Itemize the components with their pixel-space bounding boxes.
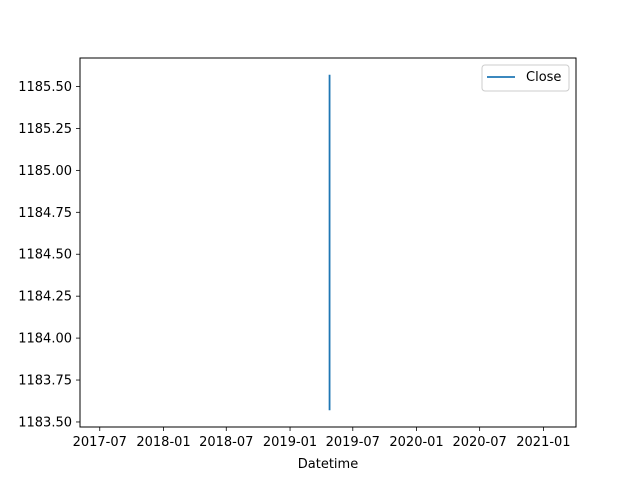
axes-frame xyxy=(79,57,577,428)
y-tick-label: 1184.50 xyxy=(18,248,72,263)
y-tick-label: 1183.75 xyxy=(18,374,72,389)
x-tick-label: 2020-07 xyxy=(452,435,506,450)
x-tick-label: 2018-07 xyxy=(199,435,253,450)
legend: Close xyxy=(481,64,570,92)
x-tick-label: 2018-01 xyxy=(136,435,190,450)
x-tick-label: 2019-07 xyxy=(326,435,380,450)
y-tick-label: 1185.00 xyxy=(18,164,72,179)
legend-label-close: Close xyxy=(526,70,561,85)
y-axis: 1183.50 1183.75 1184.00 1184.25 1184.50 1184.… xyxy=(18,80,80,430)
y-tick-label: 1184.75 xyxy=(18,206,72,221)
y-tick-label: 1185.25 xyxy=(18,122,72,137)
y-tick-label: 1184.00 xyxy=(18,332,72,347)
x-tick-label: 2021-01 xyxy=(516,435,570,450)
x-axis-title: Datetime xyxy=(298,457,358,472)
x-tick-label: 2019-01 xyxy=(263,435,317,450)
x-tick-label: 2017-07 xyxy=(73,435,127,450)
y-tick-label: 1183.50 xyxy=(18,415,72,430)
y-tick-label: 1184.25 xyxy=(18,290,72,305)
legend-frame xyxy=(481,64,570,92)
x-axis: 2017-07 2018-01 2018-07 2019-01 2019-07 2020-… xyxy=(73,427,571,450)
y-tick-label: 1185.50 xyxy=(18,80,72,95)
x-tick-label: 2020-01 xyxy=(389,435,443,450)
